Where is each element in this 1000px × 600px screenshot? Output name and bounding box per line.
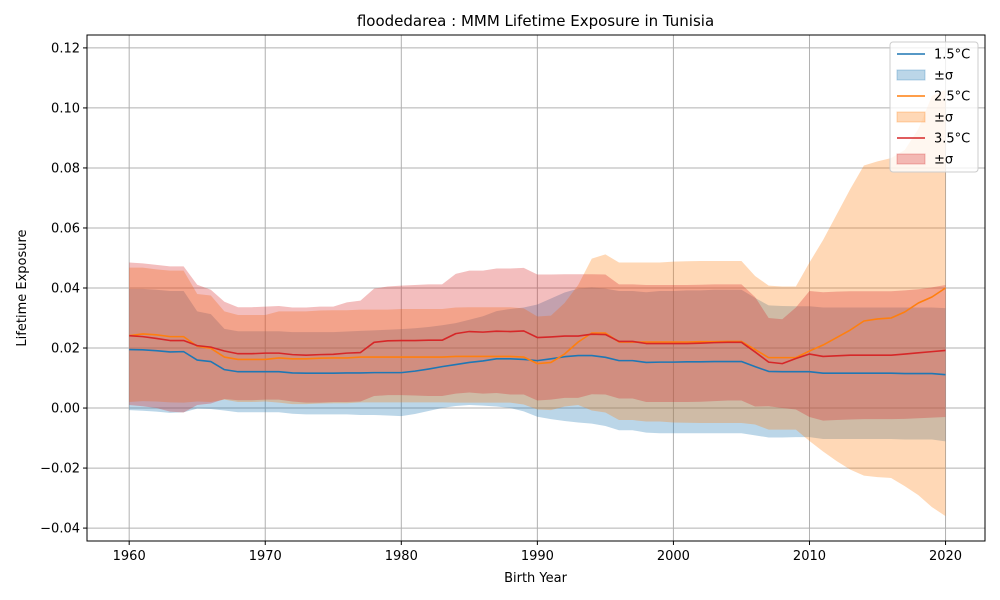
y-tick-label: 0.02 <box>51 342 80 357</box>
line-15C <box>129 348 946 376</box>
y-tick-label: 0.10 <box>51 101 80 116</box>
line-25C <box>129 287 946 365</box>
y-tick-label: 0.12 <box>51 41 80 56</box>
legend-band-swatch <box>896 111 926 123</box>
x-tick-label: 2000 <box>657 549 690 564</box>
x-tick-label: 2020 <box>929 549 962 564</box>
band-35C-sigma <box>129 262 946 421</box>
y-axis-ticks: −0.04 −0.02 0.00 0.02 0.04 0.06 0.08 0.10 0.12 <box>40 41 87 537</box>
x-tick-label: 1980 <box>385 549 418 564</box>
line-35C <box>129 330 946 365</box>
legend-label: 2.5°C <box>934 90 970 105</box>
chart-title: floodedarea : MMM Lifetime Exposure in T… <box>357 12 714 30</box>
legend-band-label: ±σ <box>934 111 953 126</box>
y-axis-label: Lifetime Exposure <box>15 229 30 346</box>
y-tick-label: 0.06 <box>51 221 80 236</box>
x-tick-label: 2010 <box>793 549 826 564</box>
y-tick-label: −0.02 <box>40 462 80 477</box>
band-25C-sigma <box>129 89 946 517</box>
grid <box>87 35 985 541</box>
legend-band-label: ±σ <box>934 153 953 168</box>
x-axis-label: Birth Year <box>504 571 568 586</box>
x-axis-ticks: 1960 1970 1980 1990 2000 2010 2020 <box>113 541 962 564</box>
x-tick-label: 1990 <box>521 549 554 564</box>
legend-box <box>889 41 979 173</box>
y-tick-label: 0.04 <box>51 282 80 297</box>
legend-label: 3.5°C <box>934 132 970 147</box>
y-tick-label: −0.04 <box>40 522 80 537</box>
x-tick-label: 1960 <box>113 549 146 564</box>
legend-label: 1.5°C <box>934 48 970 63</box>
y-tick-label: 0.08 <box>51 161 80 176</box>
legend: 1.5°C ±σ 2.5°C ±σ 3.5°C ±σ <box>889 41 979 173</box>
legend-band-label: ±σ <box>934 69 953 84</box>
legend-band-swatch <box>896 153 926 165</box>
legend-band-swatch <box>896 69 926 81</box>
y-tick-label: 0.00 <box>51 402 80 417</box>
series-lines <box>129 287 946 376</box>
x-tick-label: 1970 <box>249 549 282 564</box>
